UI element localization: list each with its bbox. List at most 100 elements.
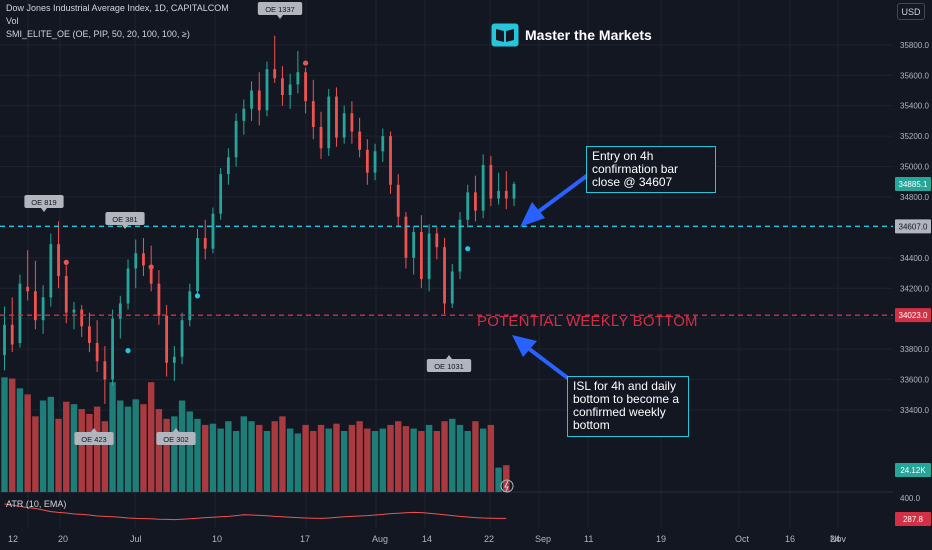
volume-bar	[248, 421, 255, 492]
time-label: 10	[212, 534, 222, 544]
candle-body	[342, 113, 346, 138]
currency-button[interactable]: USD	[897, 3, 925, 20]
candle-body	[49, 244, 53, 298]
candle-body	[335, 96, 338, 138]
volume-badge: 24.12K	[900, 466, 926, 475]
volume-bars	[1, 377, 510, 492]
annotation-arrows	[500, 170, 594, 493]
candle-body	[33, 291, 37, 321]
oe-tag-bg	[24, 195, 64, 208]
candle-body	[18, 283, 22, 344]
volume-bar	[9, 378, 16, 492]
candle-body	[327, 96, 331, 149]
candle-body	[111, 318, 114, 380]
oe-tag-label: OE 819	[31, 198, 56, 207]
volume-bar	[410, 428, 417, 492]
atr-value-badge: 287.8	[903, 515, 924, 524]
volume-bar	[202, 424, 209, 492]
volume-bar	[364, 428, 371, 492]
atr-line	[4, 503, 507, 521]
volume-badge-bg	[895, 463, 931, 477]
volume-bar	[217, 428, 224, 492]
volume-bar	[178, 400, 186, 492]
volume-bar	[425, 424, 433, 492]
candle-body	[304, 72, 307, 102]
volume-bar	[449, 418, 456, 492]
candle-body	[103, 361, 107, 380]
volume-bar	[132, 399, 139, 492]
candle-body	[319, 126, 323, 149]
volume-bar	[503, 465, 510, 492]
oe-tag-label: OE 1337	[265, 5, 295, 14]
candle-body	[242, 108, 246, 121]
isl-line-1: ISL for 4h and daily	[573, 379, 676, 393]
volume-bar	[163, 418, 170, 492]
signal-dot	[125, 348, 131, 354]
volume-bar	[456, 424, 464, 492]
volume-bar	[256, 424, 263, 492]
time-label: 20	[58, 534, 68, 544]
candle-body	[157, 283, 161, 316]
weekly-bottom-badge: 34023.0	[899, 311, 928, 320]
oe-tag-pointer	[41, 208, 47, 212]
price-tick: 33800.0	[900, 345, 929, 354]
candle-body	[57, 244, 60, 277]
signal-dot	[194, 293, 201, 299]
volume-bar	[317, 424, 325, 492]
volume-bar	[55, 418, 62, 492]
candle-body	[41, 297, 45, 321]
volume-bar	[155, 409, 163, 492]
oe-tag-pointer	[122, 225, 128, 229]
volume-bar	[47, 396, 55, 492]
volume-bar	[286, 428, 294, 492]
oe-tag-pointer	[277, 15, 283, 19]
candle-body	[504, 190, 508, 199]
candle-body	[466, 192, 470, 220]
oe-tag-bg	[156, 432, 196, 445]
volume-bar	[356, 421, 363, 492]
oe-tags: OE 1337 OE 819 OE 381 OE 1031 OE 423 OE 302	[24, 2, 472, 445]
volume-label: Vol	[6, 16, 19, 26]
oe-tag-label: OE 302	[163, 435, 188, 444]
volume-bar	[39, 400, 47, 492]
entry-level-badge-bg	[895, 219, 931, 234]
volume-bar	[271, 421, 278, 492]
price-tick: 35400.0	[900, 102, 929, 111]
price-tick: 33400.0	[900, 406, 929, 415]
logo-text: Master the Markets	[525, 27, 652, 43]
candle-body	[126, 268, 130, 304]
candle-body	[311, 101, 315, 127]
oe-tag-pointer	[91, 428, 97, 432]
oe-tag-pointer	[446, 355, 452, 359]
candle-body	[419, 231, 423, 280]
volume-bar	[171, 416, 178, 492]
weekly-bottom-label: POTENTIAL WEEKLY BOTTOM	[477, 313, 698, 330]
price-tick: 33600.0	[900, 376, 929, 385]
candle-body	[3, 324, 6, 356]
oe-tag-label: OE 381	[112, 215, 137, 224]
candle-body	[443, 247, 446, 304]
candle-body	[381, 136, 385, 152]
isl-arrow-head	[512, 335, 537, 357]
candle-body	[497, 190, 500, 199]
time-label: Aug	[372, 534, 388, 544]
volume-bar	[495, 467, 502, 492]
candle-body	[481, 165, 485, 211]
candles	[3, 35, 516, 404]
volume-bar	[371, 431, 379, 492]
entry-level-badge: 34607.0	[899, 222, 928, 231]
volume-bar	[263, 431, 271, 492]
oe-tag-bg	[426, 359, 472, 372]
volume-bar	[225, 421, 232, 492]
price-tick: 35200.0	[900, 132, 929, 141]
candle-body	[72, 309, 76, 313]
signal-dot	[148, 264, 154, 270]
volume-bar	[433, 431, 441, 492]
candle-body	[389, 136, 392, 185]
candle-body	[80, 309, 84, 327]
candle-body	[234, 120, 238, 158]
candle-body	[188, 291, 192, 321]
entry-line-2: confirmation bar	[592, 162, 679, 176]
volume-bar	[93, 406, 101, 492]
